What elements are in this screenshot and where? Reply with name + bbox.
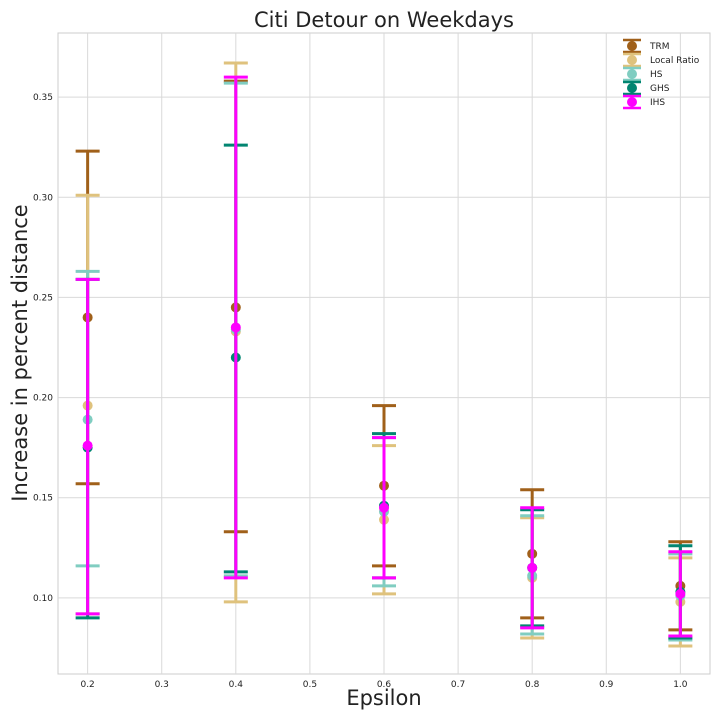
y-tick-label: 0.30	[33, 193, 53, 203]
data-point	[230, 322, 241, 333]
legend-label: GHS	[650, 84, 670, 94]
legend-marker	[627, 97, 637, 107]
y-tick-label: 0.15	[33, 494, 53, 504]
legend-label: IHS	[650, 98, 665, 108]
legend-label: TRM	[649, 42, 670, 52]
x-tick-label: 1.0	[673, 680, 688, 690]
x-tick-label: 0.5	[303, 680, 317, 690]
x-tick-label: 0.2	[80, 680, 94, 690]
legend-label: Local Ratio	[650, 56, 700, 66]
x-tick-label: 0.8	[525, 680, 540, 690]
x-tick-label: 0.7	[451, 680, 465, 690]
legend-item: TRM	[623, 38, 670, 54]
legend-marker	[627, 69, 637, 79]
legend-marker	[627, 83, 637, 93]
y-tick-label: 0.20	[33, 394, 53, 404]
y-tick-label: 0.25	[33, 293, 53, 303]
data-point	[379, 502, 389, 513]
series-ihs	[75, 75, 693, 638]
data-point	[675, 588, 686, 599]
legend-item: Local Ratio	[623, 52, 700, 68]
x-tick-label: 0.4	[229, 680, 244, 690]
x-tick-label: 0.3	[155, 680, 169, 690]
legend-item: GHS	[623, 80, 670, 96]
x-tick-label: 0.9	[599, 680, 614, 690]
legend-label: HS	[650, 70, 663, 80]
x-tick-labels: 0.2 0.3 0.4 0.5 0.6 0.7 0.8 0.9 1.0	[80, 680, 687, 690]
chart-title: Citi Detour on Weekdays	[254, 8, 514, 32]
x-tick-label: 0.6	[377, 680, 392, 690]
data-point	[527, 562, 538, 573]
legend-marker	[627, 55, 637, 65]
data-point	[82, 440, 93, 451]
y-tick-label: 0.10	[33, 594, 53, 604]
y-axis-label: Increase in percent distance	[8, 204, 32, 501]
series-layer	[75, 61, 693, 648]
x-axis-label: Epsilon	[346, 686, 421, 710]
legend-item: IHS	[623, 94, 665, 110]
legend-marker	[627, 41, 637, 51]
legend-item: HS	[623, 66, 663, 82]
y-tick-labels: 0.10 0.15 0.20 0.25 0.30 0.35	[33, 93, 53, 604]
y-tick-label: 0.35	[33, 93, 53, 103]
legend: TRM Local Ratio HS GHS IHS	[623, 38, 700, 110]
